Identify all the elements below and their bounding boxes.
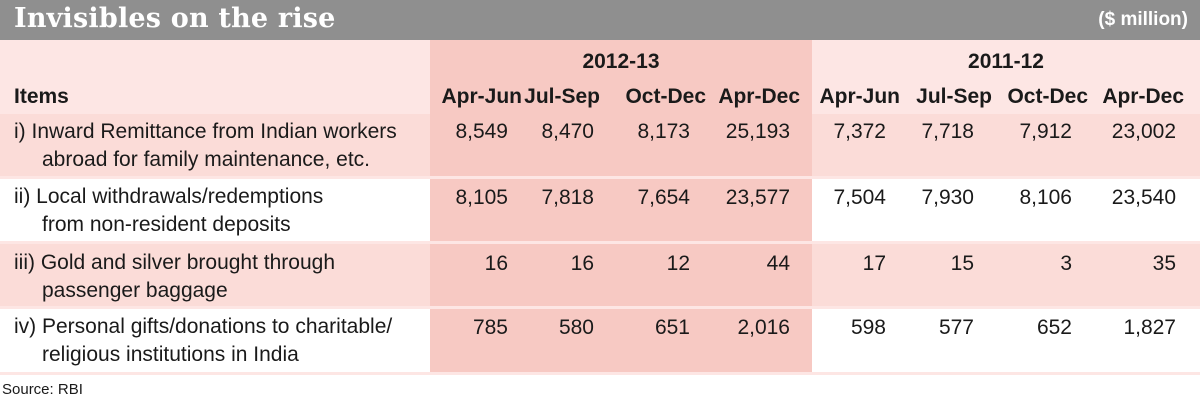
table-cell: 580 xyxy=(558,316,594,339)
row-label: ii) Local withdrawals/redemptions from n… xyxy=(14,183,323,239)
table-cell: 785 xyxy=(472,316,508,339)
table-title: Invisibles on the rise xyxy=(14,3,336,34)
table-cell: 8,105 xyxy=(455,186,508,209)
period-2011-12: 2011-12 xyxy=(968,50,1044,73)
row-label-line1: iv) Personal gifts/donations to charitab… xyxy=(14,315,393,338)
table-cell: 23,540 xyxy=(1111,186,1176,209)
row-label-line2: from non-resident deposits xyxy=(42,213,291,236)
table-cell: 7,654 xyxy=(637,186,690,209)
table-cell: 15 xyxy=(950,252,974,275)
table-cell: 8,549 xyxy=(455,120,508,143)
table-cell: 16 xyxy=(570,252,594,275)
table-cell: 44 xyxy=(766,252,790,275)
row-label: iv) Personal gifts/donations to charitab… xyxy=(14,313,392,369)
row-label-line2: abroad for family maintenance, etc. xyxy=(42,148,371,171)
table-cell: 12 xyxy=(666,252,690,275)
col-header: Apr-Dec xyxy=(1102,85,1184,108)
source-note: Source: RBI xyxy=(2,381,83,398)
title-bar: Invisibles on the rise ($ million) xyxy=(0,0,1200,40)
period-2012-13: 2012-13 xyxy=(582,50,660,73)
table-cell: 2,016 xyxy=(737,316,790,339)
unit-label: ($ million) xyxy=(1098,9,1188,30)
col-header: Jul-Sep xyxy=(524,85,600,108)
table-cell: 7,818 xyxy=(541,186,594,209)
table-cell: 8,106 xyxy=(1019,186,1072,209)
row-label-line2: religious institutions in India xyxy=(42,343,299,366)
row-label-line1: i) Inward Remittance from Indian workers xyxy=(14,120,397,143)
row-divider xyxy=(0,306,1200,309)
row-label-line1: ii) Local withdrawals/redemptions xyxy=(14,185,324,208)
table-cell: 652 xyxy=(1036,316,1072,339)
table-cell: 17 xyxy=(862,252,886,275)
table-cell: 7,930 xyxy=(921,186,974,209)
col-header: Apr-Jun xyxy=(819,85,901,108)
col-header: Oct-Dec xyxy=(1007,85,1088,108)
items-column-header: Items xyxy=(14,85,69,108)
row-label-line2: passenger baggage xyxy=(42,279,228,302)
table-cell: 651 xyxy=(654,316,690,339)
col-header: Apr-Jun xyxy=(441,85,523,108)
col-header: Jul-Sep xyxy=(916,85,992,108)
table-cell: 35 xyxy=(1152,252,1176,275)
row-label: i) Inward Remittance from Indian workers… xyxy=(14,118,397,174)
highlight-column-2012-13 xyxy=(430,40,812,375)
table-cell: 23,002 xyxy=(1111,120,1176,143)
table-cell: 25,193 xyxy=(725,120,790,143)
table-cell: 598 xyxy=(850,316,886,339)
row-label: iii) Gold and silver brought through pas… xyxy=(14,249,335,305)
row-divider xyxy=(0,372,1200,375)
table-cell: 16 xyxy=(484,252,508,275)
table-cell: 7,718 xyxy=(921,120,974,143)
table-cell: 1,827 xyxy=(1123,316,1176,339)
table-cell: 23,577 xyxy=(725,186,790,209)
table-cell: 3 xyxy=(1060,252,1072,275)
col-header: Apr-Dec xyxy=(718,85,800,108)
col-header: Oct-Dec xyxy=(625,85,706,108)
row-divider xyxy=(0,176,1200,179)
table-cell: 8,470 xyxy=(541,120,594,143)
table-cell: 577 xyxy=(938,316,974,339)
table-cell: 7,504 xyxy=(833,186,886,209)
row-divider xyxy=(0,241,1200,244)
table-cell: 7,372 xyxy=(833,120,886,143)
table-cell: 8,173 xyxy=(637,120,690,143)
table-cell: 7,912 xyxy=(1019,120,1072,143)
row-label-line1: iii) Gold and silver brought through xyxy=(14,251,336,274)
